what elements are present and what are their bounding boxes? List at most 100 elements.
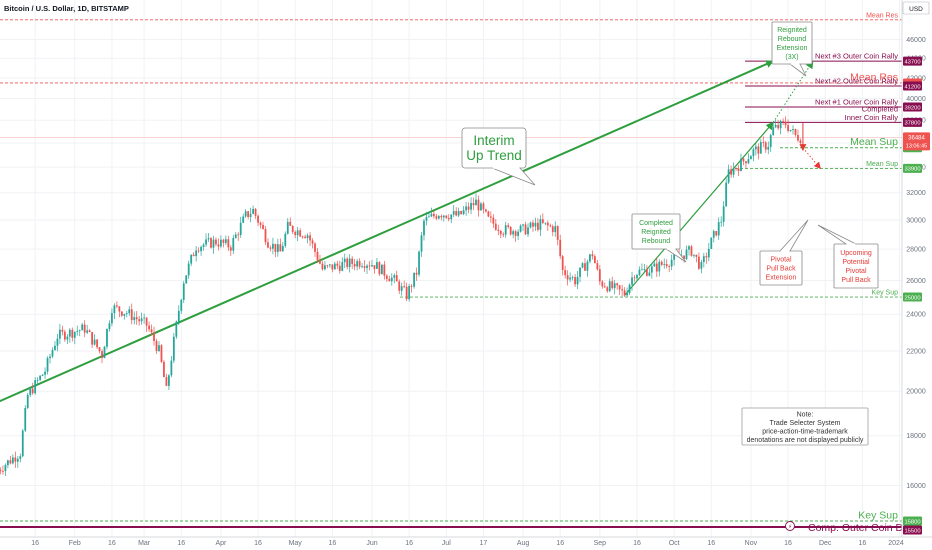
- x-tick-label: 16: [707, 540, 715, 547]
- candle: [254, 207, 257, 219]
- candle: [163, 359, 165, 378]
- y-tick-label: 18000: [906, 433, 926, 440]
- candle: [539, 215, 542, 237]
- trend-line: [0, 60, 775, 403]
- candle: [311, 238, 314, 249]
- candle: [390, 273, 393, 286]
- candle: [232, 234, 235, 254]
- candle: [782, 118, 785, 125]
- candle: [398, 279, 401, 294]
- x-tick-label: 16: [328, 540, 336, 547]
- candle: [31, 382, 34, 395]
- annotation-text: Rebound: [778, 36, 807, 43]
- chart-title: Bitcoin / U.S. Dollar, 1D, BITSTAMP: [4, 4, 129, 13]
- candle: [306, 233, 309, 244]
- level-label: Next #2 Outer Coin Rally: [815, 77, 898, 86]
- candle: [93, 334, 96, 346]
- candle: [71, 327, 74, 342]
- candle: [371, 259, 373, 267]
- candle: [665, 259, 668, 269]
- candle: [740, 153, 742, 172]
- annotation-text: Pivotal: [770, 257, 791, 264]
- level-label: Key Sup: [858, 510, 898, 522]
- candle: [21, 428, 24, 458]
- candle: [532, 219, 534, 232]
- candle: [519, 224, 522, 233]
- candle: [304, 234, 307, 239]
- candle: [546, 220, 549, 231]
- candle: [19, 453, 22, 463]
- candle: [442, 214, 445, 222]
- candle: [579, 267, 581, 283]
- candle: [301, 235, 304, 239]
- candle: [430, 207, 433, 218]
- candle: [551, 224, 554, 237]
- candle: [668, 264, 671, 272]
- annotation-text: Pivotal: [845, 268, 866, 275]
- candle: [470, 197, 472, 215]
- candle: [777, 119, 780, 131]
- candle: [328, 264, 331, 268]
- candle: [554, 221, 557, 237]
- candle: [212, 235, 215, 254]
- candle: [710, 237, 713, 250]
- candle: [700, 259, 703, 274]
- x-tick-label: 16: [108, 540, 116, 547]
- candle: [366, 264, 368, 274]
- candle: [267, 238, 269, 249]
- candle: [274, 243, 277, 258]
- candle: [148, 321, 150, 332]
- candle: [405, 282, 408, 302]
- candle: [507, 223, 510, 229]
- candle: [794, 128, 797, 137]
- candle: [128, 305, 131, 316]
- candle: [608, 278, 611, 293]
- candle: [29, 386, 32, 398]
- candle: [581, 262, 584, 269]
- candle: [380, 264, 383, 275]
- candle: [534, 217, 537, 232]
- annotation-text: Interim: [473, 133, 514, 148]
- candle: [361, 262, 363, 269]
- pullback-extension-arrow: [802, 147, 821, 170]
- currency-button[interactable]: [902, 1, 930, 15]
- candle: [641, 263, 643, 271]
- candle: [529, 221, 532, 229]
- candle: [611, 276, 614, 290]
- x-tick-label: 16: [784, 540, 792, 547]
- candle: [452, 205, 455, 218]
- candle: [0, 467, 2, 475]
- level-label: Next #1 Outer Coin Rally: [815, 98, 898, 107]
- candle: [437, 215, 440, 220]
- candle: [319, 254, 321, 265]
- candle: [655, 257, 658, 278]
- alert-icon[interactable]: [785, 521, 795, 531]
- candle: [291, 225, 294, 235]
- candle: [628, 283, 631, 296]
- candle: [227, 235, 230, 251]
- candle: [517, 229, 520, 241]
- candle: [685, 245, 688, 261]
- candle: [745, 161, 747, 169]
- trend-line: [624, 121, 774, 296]
- candle: [631, 271, 633, 291]
- candle: [190, 254, 193, 267]
- candle: [138, 316, 141, 326]
- candle: [720, 216, 723, 227]
- candle: [76, 325, 79, 336]
- x-tick-label: 17: [480, 540, 488, 547]
- price-tag-label: 43700: [904, 59, 920, 65]
- candle: [286, 218, 289, 235]
- candle: [722, 201, 725, 227]
- candle: [487, 210, 490, 218]
- candle: [210, 236, 212, 249]
- candle: [509, 226, 512, 236]
- candle: [61, 325, 64, 336]
- candle: [175, 320, 178, 339]
- level-layer: Mean Res Next #3 Outer Coin Rally Mean Res…: [0, 12, 911, 534]
- candle: [262, 221, 264, 230]
- candle: [73, 331, 76, 345]
- candle: [653, 260, 656, 267]
- price-tags: 4370041500412003920037800356003390025000…: [903, 56, 930, 535]
